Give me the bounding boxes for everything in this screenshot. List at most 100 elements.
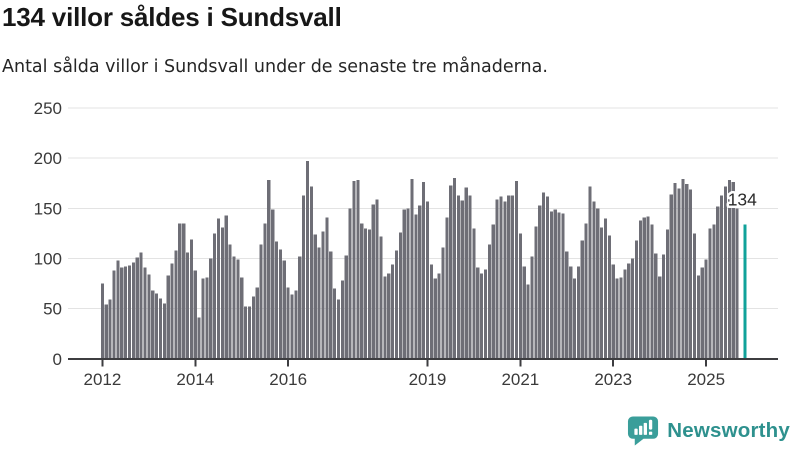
bar — [723, 186, 728, 359]
bar — [139, 252, 143, 359]
bar — [429, 264, 433, 359]
x-axis-tick-label: 2021 — [501, 370, 539, 389]
bar — [642, 217, 646, 359]
bar — [692, 233, 697, 359]
bar — [209, 258, 213, 359]
bar — [247, 306, 252, 359]
bar — [325, 217, 329, 359]
bar — [603, 218, 608, 359]
bar — [518, 233, 522, 359]
bar — [371, 204, 375, 359]
bar — [360, 223, 364, 359]
bar — [348, 208, 352, 359]
bar — [271, 209, 275, 359]
bar — [464, 187, 468, 359]
bar — [681, 179, 685, 359]
bar — [449, 185, 453, 359]
bar — [549, 211, 553, 359]
bar — [340, 280, 344, 359]
bar — [170, 263, 174, 359]
bar — [658, 276, 662, 359]
bar — [615, 278, 619, 359]
bar — [213, 233, 217, 359]
y-axis-tick-label: 50 — [43, 300, 62, 319]
bar — [650, 224, 654, 359]
bar — [240, 277, 244, 359]
bar — [685, 184, 689, 359]
bar — [267, 180, 271, 359]
bar — [468, 195, 472, 359]
bar — [534, 226, 538, 359]
bar — [108, 299, 112, 359]
bar — [294, 290, 298, 359]
bar — [731, 182, 735, 359]
bar — [456, 195, 461, 359]
bar — [627, 263, 631, 359]
newsworthy-logo: Newsworthy — [627, 414, 790, 448]
bar — [286, 287, 290, 359]
highlight-value-label: 134 — [728, 189, 757, 209]
bar — [232, 256, 236, 359]
bar — [511, 195, 515, 359]
bar — [387, 273, 391, 359]
bar — [654, 253, 658, 359]
x-axis-tick-label: 2014 — [176, 370, 214, 389]
bar — [592, 201, 596, 359]
bar — [727, 180, 731, 359]
y-axis-tick-label: 250 — [34, 99, 62, 118]
bar — [298, 256, 302, 359]
bar — [185, 252, 190, 359]
bar — [383, 276, 387, 359]
bar — [480, 273, 484, 359]
mini-bar-chart-glyph — [634, 419, 653, 435]
bar — [174, 250, 178, 359]
bar — [367, 229, 372, 359]
bar — [375, 199, 379, 359]
bar — [166, 275, 170, 359]
bar — [557, 212, 561, 359]
bar — [735, 208, 739, 359]
bar — [553, 209, 557, 359]
bar — [220, 227, 224, 359]
bar — [201, 278, 205, 359]
bar — [596, 208, 600, 359]
bar — [526, 284, 530, 359]
bar — [278, 249, 282, 359]
bar — [155, 293, 159, 359]
bar — [542, 192, 546, 359]
bar — [259, 244, 263, 359]
bar — [483, 269, 488, 359]
bar — [124, 266, 128, 359]
bar — [453, 178, 457, 359]
bar — [398, 232, 402, 359]
bar — [460, 200, 464, 359]
bar — [104, 304, 108, 359]
bar — [530, 256, 534, 359]
bar — [704, 259, 708, 359]
bar — [507, 195, 511, 359]
bar — [135, 257, 139, 359]
bar — [197, 317, 201, 359]
bar — [522, 266, 526, 359]
bar — [251, 296, 255, 359]
bar — [255, 287, 259, 359]
bar — [178, 223, 182, 359]
bar — [147, 274, 151, 359]
x-axis-tick-label: 2016 — [269, 370, 307, 389]
bar — [696, 275, 700, 359]
bar — [352, 181, 356, 359]
bar — [143, 267, 147, 359]
bar — [538, 205, 542, 359]
bar — [623, 269, 627, 359]
bar — [228, 244, 232, 359]
highlighted-bar — [743, 224, 747, 359]
bar — [708, 228, 712, 359]
bar — [244, 306, 248, 359]
bar — [189, 239, 193, 359]
bar — [182, 223, 186, 359]
bar — [472, 228, 476, 359]
bar — [441, 247, 445, 359]
y-axis-tick-label: 0 — [53, 350, 62, 369]
bar — [317, 247, 321, 359]
